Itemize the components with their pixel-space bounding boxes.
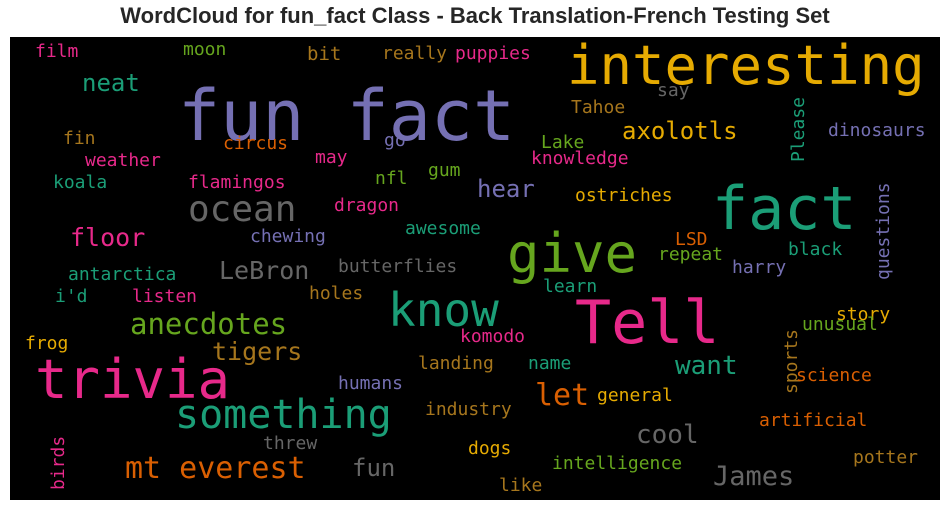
- word-birds: birds: [48, 435, 69, 490]
- word-james: James: [713, 461, 795, 492]
- word-fact: fact: [712, 174, 857, 244]
- word-antarctica: antarctica: [68, 264, 177, 285]
- word-fun: fun: [352, 454, 396, 482]
- word-floor: floor: [70, 223, 146, 252]
- word-frog: frog: [25, 333, 69, 354]
- word-repeat: repeat: [658, 244, 724, 265]
- word-name: name: [528, 353, 572, 374]
- word-lake: Lake: [541, 132, 585, 153]
- word-potter: potter: [853, 447, 919, 468]
- word-lsd: LSD: [675, 229, 708, 250]
- word-holes: holes: [309, 283, 364, 304]
- word-general: general: [597, 385, 673, 406]
- word-intelligence: intelligence: [552, 453, 683, 474]
- wordcloud-canvas: fun fact interesting fact Tell trivia give kno…: [10, 37, 940, 500]
- word-tell: Tell: [575, 288, 720, 358]
- word-moon: moon: [183, 39, 227, 60]
- word-threw: threw: [263, 433, 318, 454]
- word-know: know: [388, 283, 499, 337]
- word-questions: questions: [873, 182, 894, 280]
- word-dinosaurs: dinosaurs: [828, 120, 926, 141]
- word-fin: fin: [63, 128, 96, 149]
- word-industry: industry: [425, 399, 512, 420]
- word-go: go: [384, 130, 406, 151]
- word-gum: gum: [428, 160, 461, 181]
- word-landing: landing: [418, 353, 494, 374]
- word-let: let: [535, 378, 590, 413]
- word-ocean: ocean: [188, 189, 297, 230]
- word-tahoe: Tahoe: [571, 97, 626, 118]
- word-flamingos: flamingos: [188, 172, 286, 193]
- word-artificial: artificial: [759, 410, 868, 431]
- word-circus: circus: [223, 133, 289, 154]
- word-bit: bit: [307, 43, 342, 65]
- word-listen: listen: [132, 286, 198, 307]
- word-nfl: nfl: [375, 168, 408, 189]
- word-mt-everest: mt everest: [125, 451, 306, 486]
- word-may: may: [315, 147, 348, 168]
- chart-title: WordCloud for fun_fact Class - Back Tran…: [120, 3, 830, 28]
- word-chewing: chewing: [250, 226, 326, 247]
- word-black: black: [788, 239, 843, 260]
- word-humans: humans: [338, 373, 404, 394]
- word-give: give: [507, 222, 638, 285]
- word-ostriches: ostriches: [575, 185, 673, 206]
- word-something: something: [175, 392, 392, 438]
- word-trivia: trivia: [35, 348, 231, 411]
- word-lebron: LeBron: [219, 256, 310, 285]
- word-interesting: interesting: [567, 37, 925, 97]
- word-story: story: [836, 304, 891, 325]
- word-awesome: awesome: [405, 218, 481, 239]
- word-tigers: tigers: [212, 337, 303, 366]
- word-komodo: komodo: [460, 326, 526, 347]
- word-butterflies: butterflies: [338, 256, 458, 277]
- word-i-d: i'd: [55, 286, 88, 307]
- word-say: say: [657, 80, 690, 101]
- word-anecdotes: anecdotes: [130, 307, 288, 341]
- word-cool: cool: [636, 420, 699, 450]
- word-want: want: [675, 351, 738, 381]
- word-please: Please: [788, 96, 809, 162]
- word-harry: harry: [732, 257, 787, 278]
- word-weather: weather: [85, 150, 161, 171]
- word-fun-fact: fun fact: [178, 75, 516, 157]
- word-puppies: puppies: [455, 43, 531, 64]
- word-film: film: [35, 41, 79, 62]
- word-science: science: [796, 365, 872, 386]
- word-dragon: dragon: [334, 195, 400, 216]
- word-really: really: [382, 43, 448, 64]
- word-axolotls: axolotls: [622, 117, 738, 145]
- word-dogs: dogs: [468, 438, 512, 459]
- word-hear: hear: [477, 175, 535, 203]
- word-koala: koala: [53, 172, 108, 193]
- word-like: like: [499, 475, 543, 496]
- word-neat: neat: [82, 69, 140, 97]
- word-unusual: unusual: [802, 314, 878, 335]
- word-knowledge: knowledge: [531, 148, 629, 169]
- word-learn: learn: [543, 276, 598, 297]
